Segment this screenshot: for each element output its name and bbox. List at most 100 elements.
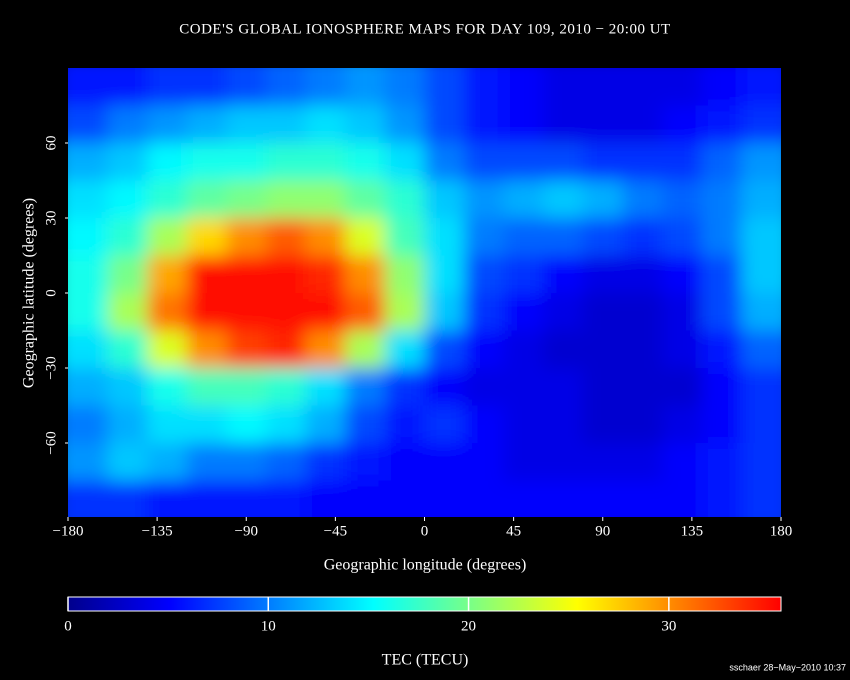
x-tick-label: 0 bbox=[421, 523, 429, 539]
heat-cell bbox=[582, 180, 624, 219]
heat-cell bbox=[662, 105, 703, 144]
heat-cell bbox=[384, 368, 425, 406]
heat-cell bbox=[701, 143, 742, 181]
heat-cell bbox=[226, 68, 267, 106]
heat-cell bbox=[622, 180, 663, 219]
heat-cell bbox=[226, 105, 267, 144]
heat-cell bbox=[266, 480, 307, 517]
heat-cell bbox=[622, 480, 663, 517]
heat-cell bbox=[305, 405, 346, 444]
heat-cell bbox=[662, 180, 703, 219]
heat-cell bbox=[582, 293, 624, 331]
heat-cell bbox=[345, 180, 386, 219]
heat-cell bbox=[582, 255, 624, 294]
colorbar bbox=[67, 596, 782, 612]
heat-cell bbox=[464, 293, 505, 331]
heat-cell bbox=[107, 405, 148, 444]
heat-cell bbox=[68, 105, 109, 144]
heat-cell bbox=[503, 330, 544, 369]
heat-cell bbox=[622, 368, 663, 406]
heat-cell bbox=[186, 180, 227, 219]
heat-cell bbox=[543, 405, 584, 444]
heat-cell bbox=[226, 143, 267, 181]
x-tick-label: 90 bbox=[595, 523, 610, 539]
heat-cell bbox=[384, 443, 425, 481]
heat-cell bbox=[107, 443, 148, 481]
heat-cell bbox=[266, 218, 307, 256]
colorbar-tick-label: 30 bbox=[661, 618, 676, 634]
heat-cell bbox=[424, 480, 465, 517]
heat-cell bbox=[345, 218, 386, 256]
heat-cell bbox=[582, 68, 624, 106]
x-tick-label: −135 bbox=[142, 523, 173, 539]
heat-cell bbox=[503, 255, 544, 294]
heat-cell bbox=[68, 405, 109, 444]
heat-cell bbox=[582, 480, 624, 517]
heat-cell bbox=[305, 368, 346, 406]
heat-cell bbox=[147, 480, 188, 517]
heat-cell bbox=[107, 255, 148, 294]
heat-cell bbox=[701, 105, 742, 144]
heat-cell bbox=[424, 180, 465, 219]
heat-cell bbox=[107, 180, 148, 219]
heat-cell bbox=[503, 105, 544, 144]
heat-cell bbox=[543, 443, 584, 481]
heat-cell bbox=[741, 105, 781, 144]
heat-cell bbox=[662, 443, 703, 481]
heat-cell bbox=[226, 480, 267, 517]
heat-cell bbox=[582, 105, 624, 144]
heat-cell bbox=[68, 443, 109, 481]
heat-cell bbox=[464, 443, 505, 481]
heat-cell bbox=[701, 68, 742, 106]
heat-cell bbox=[68, 330, 109, 369]
heat-cell bbox=[543, 255, 584, 294]
heat-cell bbox=[582, 405, 624, 444]
heat-cell bbox=[622, 105, 663, 144]
heat-cell bbox=[266, 68, 307, 106]
heat-cell bbox=[582, 443, 624, 481]
heat-cell bbox=[701, 368, 742, 406]
heat-cell bbox=[384, 180, 425, 219]
heat-cell bbox=[464, 218, 505, 256]
heat-cell bbox=[266, 293, 307, 331]
heat-cell bbox=[741, 143, 781, 181]
heat-cell bbox=[186, 368, 227, 406]
heat-cell bbox=[266, 255, 307, 294]
heat-cell bbox=[503, 293, 544, 331]
heat-cell bbox=[503, 480, 544, 517]
heat-cell bbox=[305, 480, 346, 517]
heat-cell bbox=[266, 368, 307, 406]
heat-cell bbox=[582, 330, 624, 369]
heat-cell bbox=[543, 143, 584, 181]
heat-cell bbox=[266, 405, 307, 444]
heat-cell bbox=[186, 330, 227, 369]
heat-cell bbox=[186, 68, 227, 106]
heat-cell bbox=[424, 330, 465, 369]
heat-cell bbox=[68, 143, 109, 181]
heat-cell bbox=[384, 218, 425, 256]
heat-cell bbox=[226, 218, 267, 256]
heat-cell bbox=[464, 255, 505, 294]
heat-cell bbox=[107, 330, 148, 369]
heat-cell bbox=[622, 68, 663, 106]
heat-cell bbox=[622, 443, 663, 481]
heat-cell bbox=[741, 443, 781, 481]
heat-cell bbox=[424, 255, 465, 294]
heat-cell bbox=[186, 255, 227, 294]
heat-cell bbox=[741, 293, 781, 331]
heat-cell bbox=[186, 293, 227, 331]
y-tick-label: −60 bbox=[43, 431, 59, 454]
heat-cell bbox=[186, 443, 227, 481]
heat-cell bbox=[543, 293, 584, 331]
heat-cell bbox=[305, 105, 346, 144]
heat-cell bbox=[622, 218, 663, 256]
heat-cell bbox=[701, 480, 742, 517]
heat-cell bbox=[68, 218, 109, 256]
heat-cell bbox=[741, 180, 781, 219]
heat-cell bbox=[305, 330, 346, 369]
heat-cell bbox=[345, 405, 386, 444]
heat-cell bbox=[147, 405, 188, 444]
heat-cell bbox=[345, 143, 386, 181]
heat-cell bbox=[147, 180, 188, 219]
heat-cell bbox=[345, 255, 386, 294]
